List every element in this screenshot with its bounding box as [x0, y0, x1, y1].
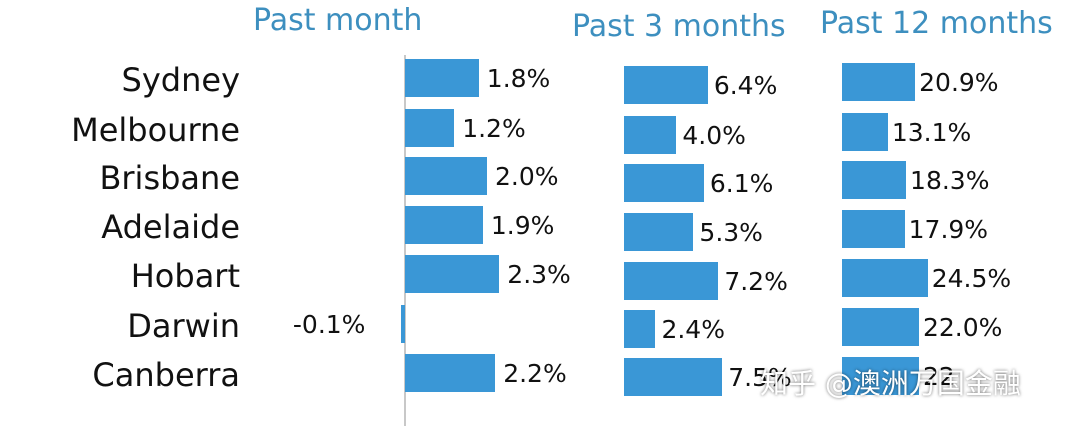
watermark-text: 知乎 @澳洲万国金融	[760, 367, 1021, 400]
bar-2-canberra	[624, 358, 723, 396]
bar-1-brisbane	[405, 157, 487, 195]
category-label-melbourne: Melbourne	[71, 111, 240, 149]
data-label-3-adelaide: 17.9%	[908, 215, 989, 244]
bar-3-brisbane	[842, 161, 907, 199]
data-label-1-hobart: 2.3%	[507, 260, 571, 289]
bar-3-melbourne	[842, 113, 888, 151]
data-label-3-canberra: 22	[923, 362, 955, 391]
data-label-1-sydney: 1.8%	[486, 64, 551, 93]
bar-2-melbourne	[624, 116, 677, 154]
bar-2-sydney	[624, 66, 708, 104]
category-label-brisbane: Brisbane	[99, 159, 240, 197]
bar-1-melbourne	[405, 109, 455, 147]
category-label-sydney: Sydney	[121, 61, 240, 99]
data-label-1-adelaide: 1.9%	[490, 211, 555, 240]
data-label-2-canberra: 7.5%	[728, 363, 792, 392]
data-label-3-sydney: 20.9%	[919, 68, 999, 97]
data-label-2-hobart: 7.2%	[724, 267, 788, 296]
data-label-2-adelaide: 5.3%	[699, 218, 763, 247]
data-label-1-melbourne: 1.2%	[462, 114, 526, 143]
bar-2-adelaide	[624, 213, 694, 251]
bar-2-darwin	[624, 310, 656, 348]
data-label-1-darwin: -0.1%	[292, 310, 366, 339]
bar-3-adelaide	[842, 210, 905, 248]
bar-1-darwin	[400, 305, 405, 343]
category-label-canberra: Canberra	[92, 356, 240, 394]
bar-1-hobart	[405, 255, 500, 293]
bar-3-hobart	[842, 259, 928, 297]
panel-title-3: Past 12 months	[820, 6, 1053, 41]
data-label-3-melbourne: 13.1%	[891, 118, 972, 147]
bar-3-darwin	[842, 308, 919, 346]
data-label-2-darwin: 2.4%	[661, 315, 725, 344]
bar-2-hobart	[624, 262, 719, 300]
data-label-3-brisbane: 18.3%	[910, 166, 990, 195]
category-label-darwin: Darwin	[127, 307, 240, 345]
panel-title-2: Past 3 months	[572, 9, 786, 44]
panel-title-1: Past month	[253, 3, 423, 38]
data-label-1-brisbane: 2.0%	[495, 162, 559, 191]
data-label-3-hobart: 24.5%	[931, 264, 1012, 293]
bar-3-sydney	[842, 63, 916, 101]
data-label-2-melbourne: 4.0%	[682, 121, 746, 150]
bar-3-canberra	[842, 357, 919, 395]
bar-2-brisbane	[624, 164, 704, 202]
category-label-hobart: Hobart	[130, 257, 240, 295]
bar-1-adelaide	[405, 206, 483, 244]
data-label-2-brisbane: 6.1%	[709, 169, 774, 198]
category-label-adelaide: Adelaide	[101, 208, 240, 246]
bar-1-canberra	[405, 354, 496, 392]
bar-1-sydney	[405, 59, 479, 97]
data-label-1-canberra: 2.2%	[503, 359, 567, 388]
data-label-3-darwin: 22.0%	[923, 313, 1003, 342]
data-label-2-sydney: 6.4%	[713, 71, 778, 100]
